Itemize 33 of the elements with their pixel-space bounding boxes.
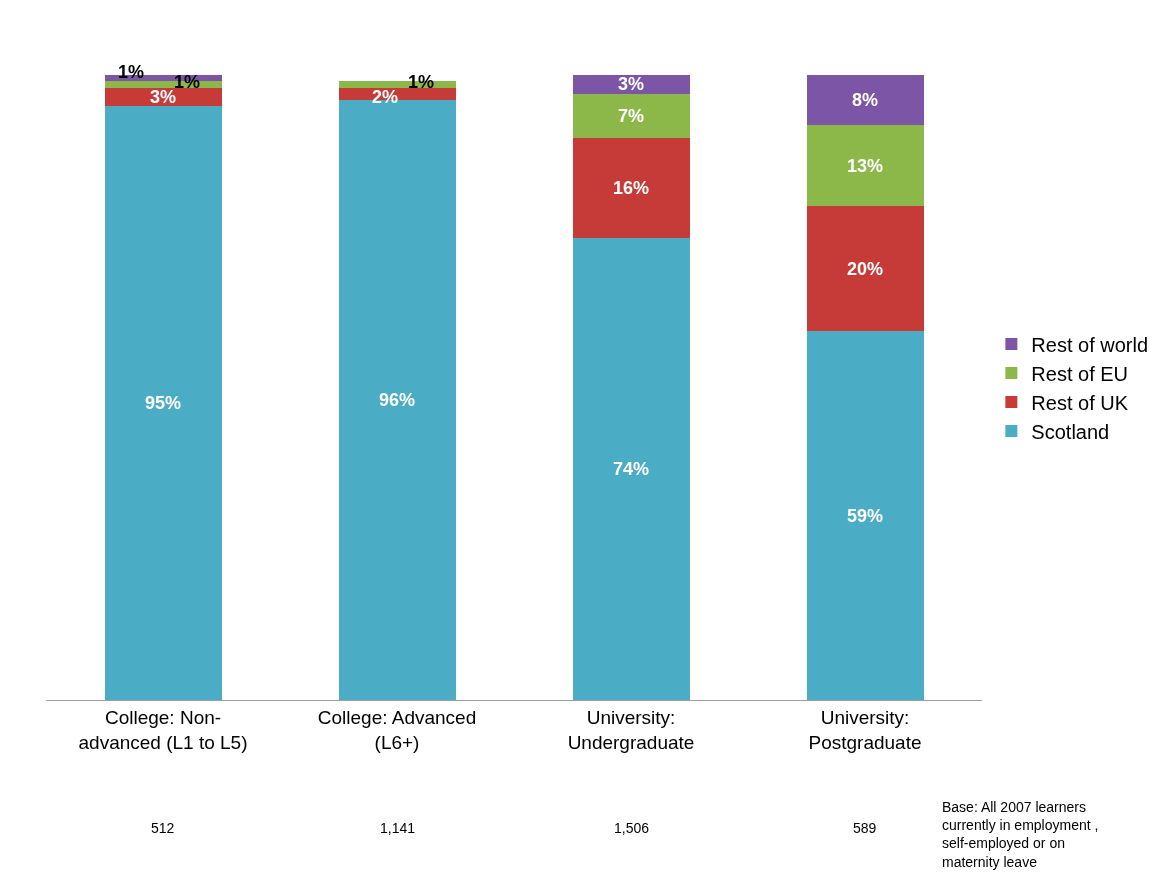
bar	[806, 75, 924, 125]
bar	[104, 106, 222, 700]
data-label: 8%	[851, 90, 879, 110]
data-label: 20%	[846, 258, 884, 279]
bar	[806, 206, 924, 332]
text: 1,141	[380, 820, 416, 836]
data-label: 59%	[846, 505, 884, 526]
data-label: 96%	[378, 390, 416, 410]
data-label: 13%	[846, 155, 884, 176]
text: Base: All 2007 learners currently in employment , self-employed or on maternity leave	[942, 799, 1099, 870]
legend-label: Scotland	[1031, 420, 1110, 443]
data-label: 74%	[612, 458, 650, 479]
data-label: 1%	[174, 72, 201, 92]
x-tick-label: University: Postgraduate	[808, 706, 922, 753]
text: 1,506	[614, 820, 650, 836]
text: 512	[151, 820, 175, 836]
legend-label: Rest of world	[1031, 333, 1149, 356]
legend-label: Rest of EU	[1031, 362, 1129, 385]
bar	[572, 137, 690, 238]
legend-label: Rest of UK	[1031, 391, 1129, 414]
data-label: 7%	[617, 105, 645, 126]
x-tick-label: College: Advanced (L6+)	[317, 706, 477, 753]
bar	[572, 237, 690, 700]
data-label: 3%	[617, 74, 645, 95]
bar	[572, 93, 690, 138]
bar	[572, 75, 690, 94]
bar	[806, 331, 924, 700]
data-label: 16%	[612, 177, 650, 198]
x-tick-label: College: Non-advanced (L1 to L5)	[78, 706, 248, 753]
bar	[806, 125, 924, 207]
x-tick-label: University: Undergraduate	[567, 706, 695, 753]
text: 589	[853, 820, 877, 836]
data-label: 95%	[144, 393, 182, 414]
